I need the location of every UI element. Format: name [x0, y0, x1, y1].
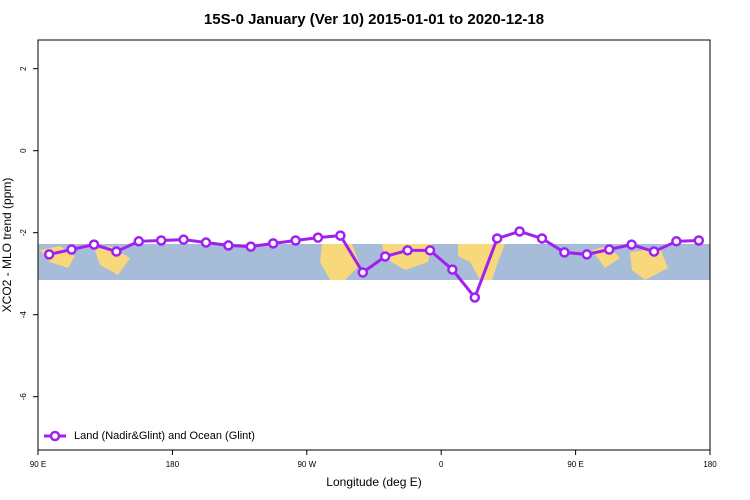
point [335, 230, 346, 241]
y-tick-label: -4 [19, 311, 28, 319]
point [111, 246, 122, 257]
point [648, 246, 660, 257]
point [178, 234, 189, 245]
point [88, 239, 100, 250]
point [155, 235, 167, 246]
point [671, 236, 682, 247]
y-tick-label: -6 [19, 393, 28, 401]
point [693, 235, 705, 246]
point [447, 264, 458, 275]
point [245, 241, 257, 252]
point [402, 245, 413, 256]
point [559, 247, 570, 258]
x-tick-label: 90 W [297, 460, 316, 469]
x-tick-label: 180 [703, 460, 717, 469]
x-axis-label: Longitude (deg E) [326, 475, 421, 489]
point [43, 249, 55, 260]
y-tick-label: 0 [19, 148, 28, 153]
point [536, 233, 548, 244]
point [223, 240, 234, 251]
point [626, 239, 637, 250]
y-tick-label: 2 [19, 66, 28, 71]
point [133, 236, 145, 247]
legend-label: Land (Nadir&Glint) and Ocean (Glint) [74, 430, 255, 442]
point [379, 251, 391, 262]
point [357, 267, 369, 278]
x-tick-label: 90 E [30, 460, 46, 469]
point [312, 232, 324, 243]
point [267, 238, 279, 249]
point [66, 244, 77, 255]
point [491, 233, 503, 244]
point [424, 245, 436, 256]
legend-marker [49, 430, 61, 442]
x-tick-label: 90 E [567, 460, 583, 469]
point [290, 235, 301, 246]
x-tick-label: 180 [166, 460, 180, 469]
point [603, 244, 615, 255]
y-tick-label: -2 [19, 229, 28, 237]
point [514, 226, 525, 237]
point [581, 249, 593, 260]
plot-frame [37, 39, 711, 451]
point [200, 237, 212, 248]
x-tick-label: 0 [439, 460, 444, 469]
point [469, 292, 481, 303]
chart-title: 15S-0 January (Ver 10) 2015-01-01 to 202… [204, 11, 544, 28]
y-axis-label: XCO2 - MLO trend (ppm) [0, 178, 14, 313]
